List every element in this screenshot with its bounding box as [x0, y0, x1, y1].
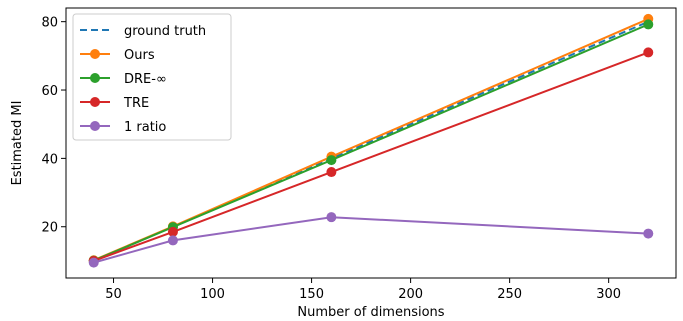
x-tick-label: 200 — [398, 287, 423, 302]
legend-box — [72, 13, 232, 141]
y-tick-label: 80 — [41, 16, 58, 31]
series-line — [93, 23, 649, 262]
legend-label: ground truth — [124, 24, 206, 39]
y-tick-label: 20 — [41, 221, 58, 236]
series-line — [93, 20, 649, 262]
data-point — [88, 257, 99, 268]
plot-area — [65, 7, 677, 279]
data-point — [643, 228, 654, 239]
legend-marker — [90, 121, 100, 131]
y-tick-label: 40 — [41, 152, 58, 167]
data-point — [167, 235, 178, 246]
data-point — [643, 19, 654, 30]
x-tick-label: 100 — [200, 287, 225, 302]
legend-marker — [90, 49, 100, 59]
y-axis: 20 40 60 80 — [41, 16, 66, 236]
data-point — [167, 226, 178, 237]
series-line — [93, 216, 649, 264]
x-tick-label: 250 — [497, 287, 522, 302]
legend-entry: DRE-∞ — [80, 72, 167, 87]
x-axis-label: Number of dimensions — [297, 305, 444, 320]
series-4 — [88, 212, 654, 268]
data-point — [326, 212, 337, 223]
legend: ground truth Ours DRE-∞ TRE 1 ratio — [72, 13, 232, 141]
x-tick-label: 50 — [105, 287, 122, 302]
legend-label: TRE — [123, 96, 149, 111]
data-point — [643, 47, 654, 58]
legend-label: Ours — [124, 48, 155, 63]
legend-entry: ground truth — [80, 24, 206, 39]
y-tick-label: 60 — [41, 84, 58, 99]
legend-label: 1 ratio — [124, 120, 166, 135]
legend-entry: TRE — [80, 96, 149, 111]
legend-marker — [90, 73, 100, 83]
legend-marker — [90, 97, 100, 107]
series-line — [93, 51, 649, 262]
data-point — [326, 155, 337, 166]
x-tick-label: 150 — [299, 287, 324, 302]
legend-label: DRE-∞ — [124, 72, 167, 87]
legend-entry: Ours — [80, 48, 155, 63]
legend-entry: 1 ratio — [80, 120, 166, 135]
plot-frame — [65, 7, 677, 279]
series-0 — [93, 20, 649, 262]
x-axis: 50 100 150 200 250 300 — [105, 278, 621, 302]
y-axis-label: Estimated MI — [10, 101, 25, 186]
data-point — [326, 167, 337, 178]
x-tick-label: 300 — [596, 287, 621, 302]
